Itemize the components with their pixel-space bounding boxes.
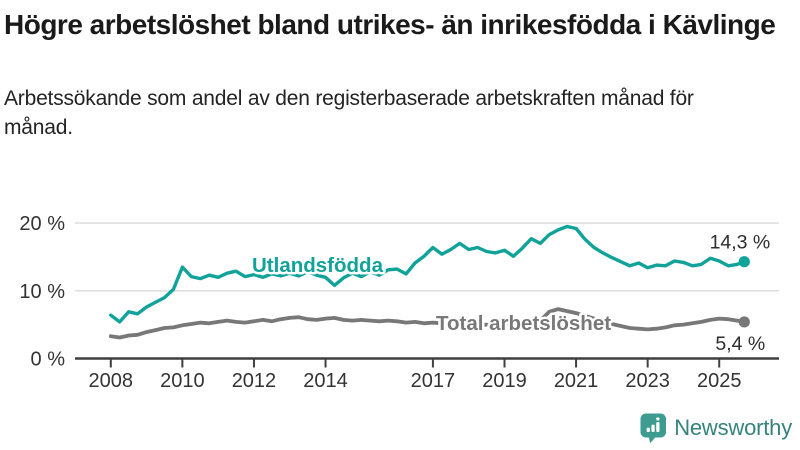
x-axis-label-2019: 2019 <box>482 370 527 392</box>
end-value-label-total: 5,4 % <box>715 333 765 355</box>
x-axis-label-2008: 2008 <box>89 370 134 392</box>
y-axis-label-10: 10 % <box>19 281 65 303</box>
series-endpoint-dot-utlandsfodda <box>738 256 750 268</box>
x-axis-label-2017: 2017 <box>411 370 456 392</box>
x-axis-label-2010: 2010 <box>160 370 205 392</box>
series-label-utlandsfodda: Utlandsfödda <box>252 254 384 277</box>
page-title: Högre arbetslöshet bland utrikes- än inr… <box>4 9 776 40</box>
newsworthy-logo[interactable]: Newsworthy <box>640 412 792 444</box>
newsworthy-wordmark: Newsworthy <box>674 415 792 440</box>
x-axis-label-2023: 2023 <box>625 370 670 392</box>
series-label-total: Total arbetslöshet <box>436 312 611 335</box>
series-endpoint-dot-total <box>738 316 750 328</box>
x-axis-label-2012: 2012 <box>232 370 277 392</box>
chart-subtitle: Arbetssökande som andel av den registerb… <box>4 86 694 140</box>
end-value-label-utlandsfodda: 14,3 % <box>710 232 771 254</box>
x-axis-label-2014: 2014 <box>303 370 348 392</box>
series-line-utlandsfodda <box>109 224 746 324</box>
y-axis-label-0: 0 % <box>31 349 66 371</box>
series-line-total <box>108 307 747 340</box>
newsworthy-bars-icon <box>640 413 667 443</box>
y-axis-label-20: 20 % <box>19 213 65 235</box>
x-axis-label-2025: 2025 <box>697 370 742 392</box>
x-axis-label-2021: 2021 <box>554 370 599 392</box>
